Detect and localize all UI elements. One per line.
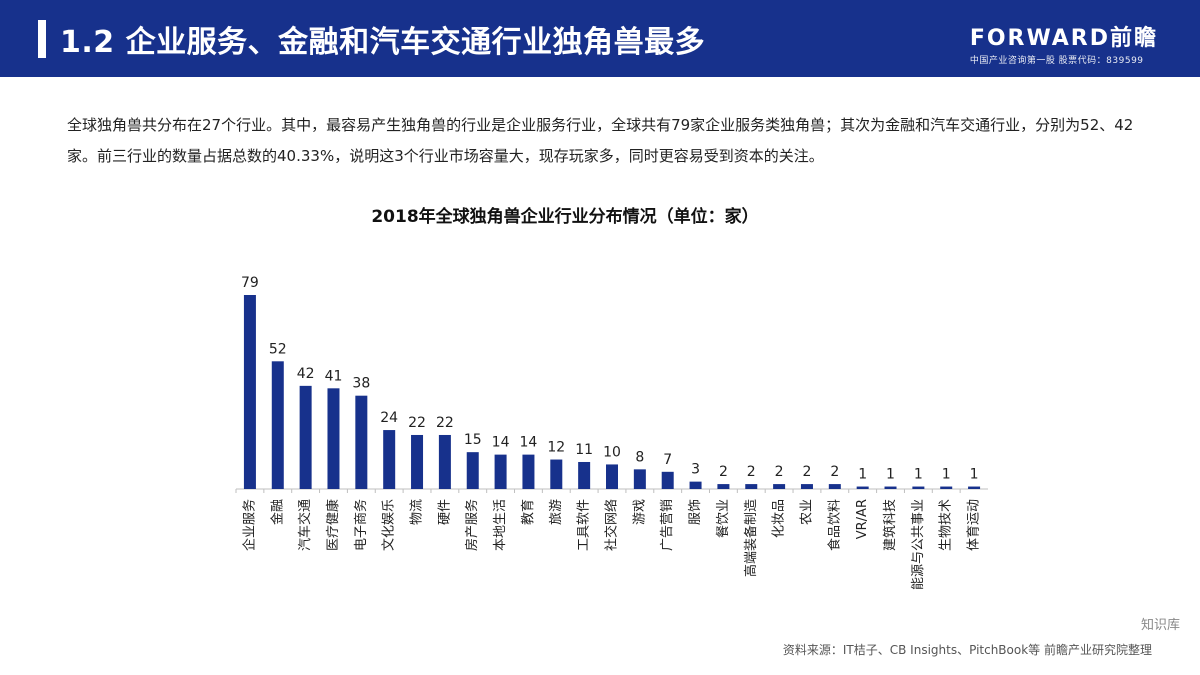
source-note: 资料来源：IT桔子、CB Insights、PitchBook等 前瞻产业研究院… bbox=[782, 643, 1152, 657]
title-accent-bar bbox=[38, 20, 46, 58]
watermark-badge: 知识库 bbox=[1140, 618, 1180, 633]
data-label: 11 bbox=[575, 442, 593, 458]
category-label: VR/AR bbox=[855, 499, 870, 539]
chart-title: 2018年全球独角兽企业行业分布情况（单位：家） bbox=[371, 207, 759, 227]
data-label: 79 bbox=[241, 275, 259, 291]
bar bbox=[633, 469, 646, 489]
category-label: 游戏 bbox=[632, 499, 647, 525]
category-label: 工具软件 bbox=[577, 499, 592, 551]
brand-subtitle: 中国产业咨询第一股 股票代码：839599 bbox=[969, 56, 1144, 66]
category-label: 本地生活 bbox=[493, 499, 508, 551]
data-label: 2 bbox=[719, 464, 728, 480]
data-label: 2 bbox=[775, 464, 784, 480]
category-label: 房产服务 bbox=[464, 499, 480, 551]
intro-paragraph: 全球独角兽共分布在27个行业。其中，最容易产生独角兽的行业是企业服务行业，全球共… bbox=[67, 116, 1134, 165]
bar bbox=[327, 388, 340, 489]
bar bbox=[550, 459, 563, 489]
category-label: 高端装备制造 bbox=[743, 499, 759, 577]
brand-logo: FORWARD前瞻 中国产业咨询第一股 股票代码：839599 bbox=[970, 20, 1158, 66]
data-label: 22 bbox=[436, 415, 454, 431]
data-label: 1 bbox=[914, 467, 923, 483]
category-label: 旅游 bbox=[549, 499, 564, 525]
category-label: 医疗健康 bbox=[325, 499, 341, 551]
data-label: 1 bbox=[858, 467, 867, 483]
bar bbox=[438, 434, 451, 489]
bar bbox=[940, 486, 953, 489]
bar bbox=[661, 471, 674, 489]
category-label: 汽车交通 bbox=[297, 499, 313, 551]
data-label: 1 bbox=[886, 467, 895, 483]
category-label: 农业 bbox=[799, 499, 814, 525]
bar bbox=[884, 486, 897, 489]
bar bbox=[968, 486, 981, 489]
data-label: 2 bbox=[747, 464, 756, 480]
data-label: 15 bbox=[464, 432, 482, 448]
bar bbox=[912, 486, 925, 489]
data-label: 8 bbox=[635, 449, 644, 465]
category-label: 化妆品 bbox=[772, 499, 787, 538]
category-label: 文化娱乐 bbox=[382, 499, 397, 551]
category-label: 食品饮料 bbox=[826, 499, 842, 551]
data-label: 38 bbox=[352, 376, 370, 392]
brand-name: FORWARD前瞻 bbox=[969, 26, 1158, 51]
bar bbox=[522, 454, 535, 489]
bar bbox=[773, 484, 786, 489]
bar bbox=[856, 486, 869, 489]
data-label: 12 bbox=[547, 440, 565, 456]
data-label: 52 bbox=[269, 341, 287, 357]
data-label: 1 bbox=[970, 467, 979, 483]
bar bbox=[800, 484, 813, 489]
data-label: 24 bbox=[380, 410, 398, 426]
bar bbox=[717, 484, 730, 489]
category-label: 物流 bbox=[410, 499, 425, 525]
data-label: 2 bbox=[803, 464, 812, 480]
category-label: 服饰 bbox=[688, 499, 703, 525]
data-label: 41 bbox=[325, 368, 343, 384]
category-label: 教育 bbox=[520, 499, 536, 525]
bar bbox=[745, 484, 758, 489]
bar bbox=[689, 481, 702, 489]
category-label: 建筑科技 bbox=[882, 499, 898, 551]
bar bbox=[494, 454, 507, 489]
bar bbox=[411, 434, 424, 489]
category-label: 社交网络 bbox=[604, 499, 620, 551]
category-label: 广告营销 bbox=[660, 499, 675, 551]
bar bbox=[466, 452, 479, 489]
data-label: 3 bbox=[691, 462, 700, 478]
data-label: 2 bbox=[830, 464, 839, 480]
bar bbox=[355, 395, 368, 489]
category-label: 企业服务 bbox=[241, 499, 257, 551]
page-title: 1.2 企业服务、金融和汽车交通行业独角兽最多 bbox=[60, 25, 706, 60]
data-label: 14 bbox=[492, 435, 510, 451]
category-label: 餐饮业 bbox=[715, 499, 731, 538]
data-label: 22 bbox=[408, 415, 426, 431]
bar bbox=[271, 361, 284, 489]
data-label: 14 bbox=[520, 435, 538, 451]
data-label: 7 bbox=[663, 452, 672, 468]
bar bbox=[606, 464, 618, 489]
category-label: 金融 bbox=[269, 499, 285, 525]
category-label: 体育运动 bbox=[966, 499, 982, 551]
bar bbox=[828, 484, 841, 489]
bar bbox=[243, 295, 256, 489]
category-label: 硬件 bbox=[437, 499, 452, 525]
category-label: 生物技术 bbox=[939, 499, 954, 551]
data-label: 1 bbox=[942, 467, 951, 483]
bar bbox=[299, 385, 312, 489]
data-label: 42 bbox=[297, 366, 315, 382]
category-label: 能源与公共事业 bbox=[911, 499, 926, 590]
bar bbox=[578, 461, 591, 489]
category-label: 电子商务 bbox=[353, 499, 369, 551]
bar bbox=[383, 430, 396, 489]
header-banner: 1.2 企业服务、金融和汽车交通行业独角兽最多 FORWARD前瞻 中国产业咨询… bbox=[0, 0, 1200, 77]
data-label: 10 bbox=[603, 444, 621, 460]
